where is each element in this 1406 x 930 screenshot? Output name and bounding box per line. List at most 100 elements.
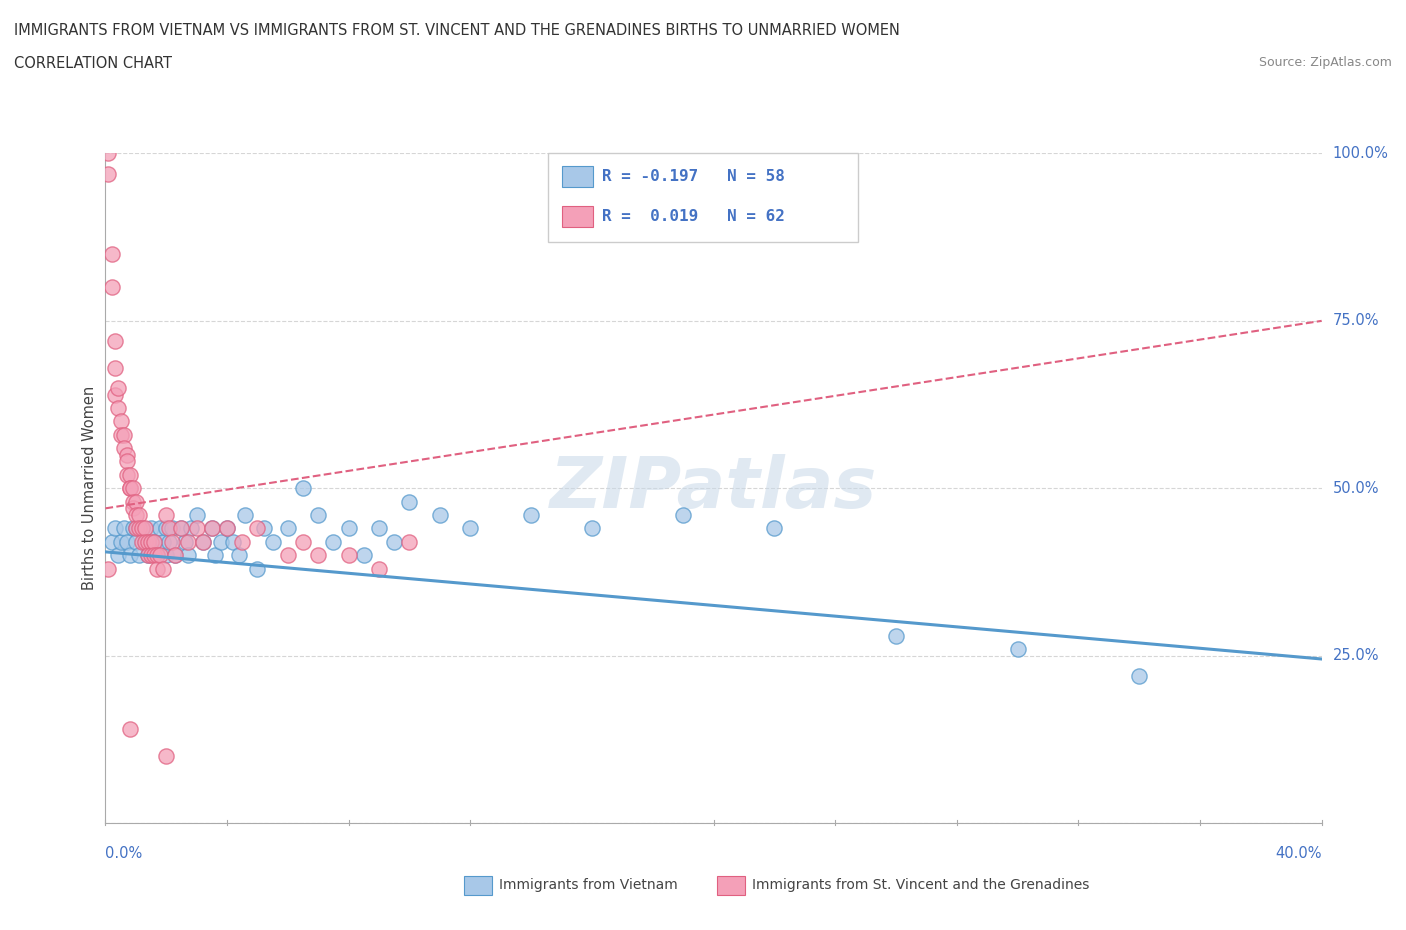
Point — [277, 548, 299, 563]
Text: ZIPatlas: ZIPatlas — [550, 454, 877, 523]
Point — [1128, 669, 1150, 684]
Point — [186, 508, 208, 523]
Point — [217, 521, 239, 536]
Point — [884, 628, 907, 643]
Point — [118, 722, 141, 737]
Point — [146, 561, 169, 576]
Point — [157, 521, 180, 536]
Point — [107, 401, 129, 416]
Point — [201, 521, 224, 536]
Text: 75.0%: 75.0% — [1333, 313, 1379, 328]
Point — [252, 521, 274, 536]
Point — [186, 521, 208, 536]
Point — [139, 548, 162, 563]
Text: 40.0%: 40.0% — [1275, 846, 1322, 861]
Point — [246, 561, 269, 576]
Point — [217, 521, 239, 536]
Point — [143, 548, 166, 563]
Point — [143, 535, 166, 550]
Point — [398, 494, 420, 509]
Point — [337, 548, 360, 563]
Point — [103, 360, 125, 375]
Point — [368, 561, 391, 576]
Point — [131, 535, 153, 550]
Point — [131, 521, 153, 536]
Point — [429, 508, 451, 523]
Point — [155, 521, 177, 536]
Point — [128, 548, 150, 563]
Point — [115, 468, 138, 483]
Point — [136, 548, 159, 563]
Point — [209, 535, 232, 550]
Point — [162, 535, 184, 550]
Point — [121, 501, 143, 516]
Point — [180, 521, 202, 536]
Point — [191, 535, 214, 550]
Point — [155, 508, 177, 523]
Point — [97, 561, 120, 576]
Point — [134, 521, 156, 536]
Point — [165, 548, 187, 563]
Text: CORRELATION CHART: CORRELATION CHART — [14, 56, 172, 71]
Point — [176, 535, 198, 550]
Point — [176, 548, 198, 563]
Point — [322, 535, 344, 550]
Point — [110, 535, 132, 550]
Point — [763, 521, 786, 536]
Point — [146, 548, 169, 563]
Point — [458, 521, 481, 536]
Point — [231, 535, 253, 550]
Point — [121, 481, 143, 496]
Point — [146, 548, 169, 563]
Point — [149, 548, 172, 563]
Point — [125, 494, 148, 509]
Point — [672, 508, 695, 523]
Point — [292, 535, 315, 550]
Point — [115, 447, 138, 462]
Point — [115, 454, 138, 469]
Point — [128, 521, 150, 536]
Point — [110, 414, 132, 429]
Point — [103, 521, 125, 536]
Text: IMMIGRANTS FROM VIETNAM VS IMMIGRANTS FROM ST. VINCENT AND THE GRENADINES BIRTHS: IMMIGRANTS FROM VIETNAM VS IMMIGRANTS FR… — [14, 23, 900, 38]
Point — [170, 521, 193, 536]
Point — [112, 441, 135, 456]
Text: R =  0.019   N = 62: R = 0.019 N = 62 — [602, 209, 785, 224]
Point — [152, 535, 174, 550]
Point — [107, 548, 129, 563]
Point — [118, 481, 141, 496]
Point — [368, 521, 391, 536]
Point — [103, 387, 125, 402]
Point — [246, 521, 269, 536]
Point — [152, 561, 174, 576]
Point — [307, 508, 329, 523]
Point — [292, 481, 315, 496]
Text: 100.0%: 100.0% — [1333, 146, 1389, 161]
Point — [134, 535, 156, 550]
Point — [125, 535, 148, 550]
Point — [136, 535, 159, 550]
Point — [520, 508, 543, 523]
Point — [125, 521, 148, 536]
Point — [134, 535, 156, 550]
Point — [136, 548, 159, 563]
Text: Immigrants from St. Vincent and the Grenadines: Immigrants from St. Vincent and the Gren… — [752, 878, 1090, 893]
Point — [307, 548, 329, 563]
Point — [143, 535, 166, 550]
Text: Source: ZipAtlas.com: Source: ZipAtlas.com — [1258, 56, 1392, 69]
Point — [382, 535, 405, 550]
Point — [100, 246, 122, 261]
Point — [139, 535, 162, 550]
Point — [581, 521, 603, 536]
Point — [118, 468, 141, 483]
Point — [118, 481, 141, 496]
Point — [201, 521, 224, 536]
Point — [149, 521, 172, 536]
Point — [204, 548, 226, 563]
Point — [107, 380, 129, 395]
Point — [222, 535, 245, 550]
Point — [155, 749, 177, 764]
Point — [125, 521, 148, 536]
Point — [110, 427, 132, 442]
Point — [1007, 642, 1029, 657]
